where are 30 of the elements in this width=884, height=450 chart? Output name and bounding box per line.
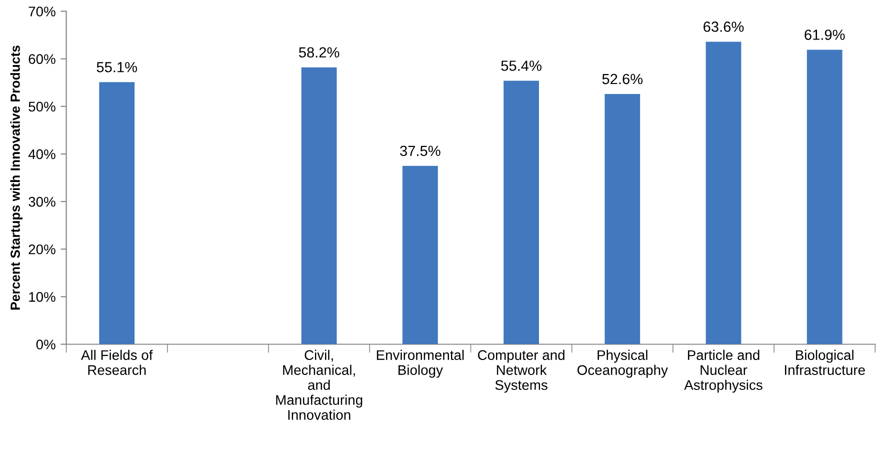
y-tick-label: 70% xyxy=(28,6,56,16)
bar xyxy=(706,42,742,344)
y-tick-label: 20% xyxy=(28,244,56,254)
bar xyxy=(504,80,539,344)
x-tick-label: Physical Oceanography xyxy=(577,350,668,378)
bar xyxy=(99,82,135,344)
y-tick-label: 30% xyxy=(28,196,56,207)
x-tick-label: All Fields of Research xyxy=(80,350,153,375)
y-axis-title: Percent Startups with Innovative Products xyxy=(10,46,23,310)
x-tick-label: Computer and Network Systems xyxy=(478,350,564,393)
x-tick-label: Biological Infrastructure xyxy=(784,350,865,375)
x-tick-label: Environmental Biology xyxy=(376,350,464,378)
y-tick-label: 0% xyxy=(36,340,56,350)
bar xyxy=(604,94,640,344)
data-label: 52.6% xyxy=(602,74,643,84)
data-label: 61.9% xyxy=(804,30,845,40)
y-tick-label: 10% xyxy=(29,292,56,302)
data-label: 55.1% xyxy=(96,62,138,72)
x-tick-label: Civil, Mechanical, and Manufacturing Innovation xyxy=(276,350,362,420)
y-tick-label: 60% xyxy=(28,54,56,64)
x-tick-label: Particle and Nuclear Astrophysics xyxy=(684,350,762,393)
data-label: 63.6% xyxy=(704,22,744,32)
data-label: 55.4% xyxy=(501,60,542,71)
y-tick-label: 50% xyxy=(28,102,56,112)
bar xyxy=(402,166,438,344)
bar xyxy=(301,67,337,344)
bar xyxy=(806,50,842,344)
data-label: 58.2% xyxy=(298,47,340,58)
y-tick-label: 40% xyxy=(28,149,56,160)
data-label: 37.5% xyxy=(400,146,440,156)
